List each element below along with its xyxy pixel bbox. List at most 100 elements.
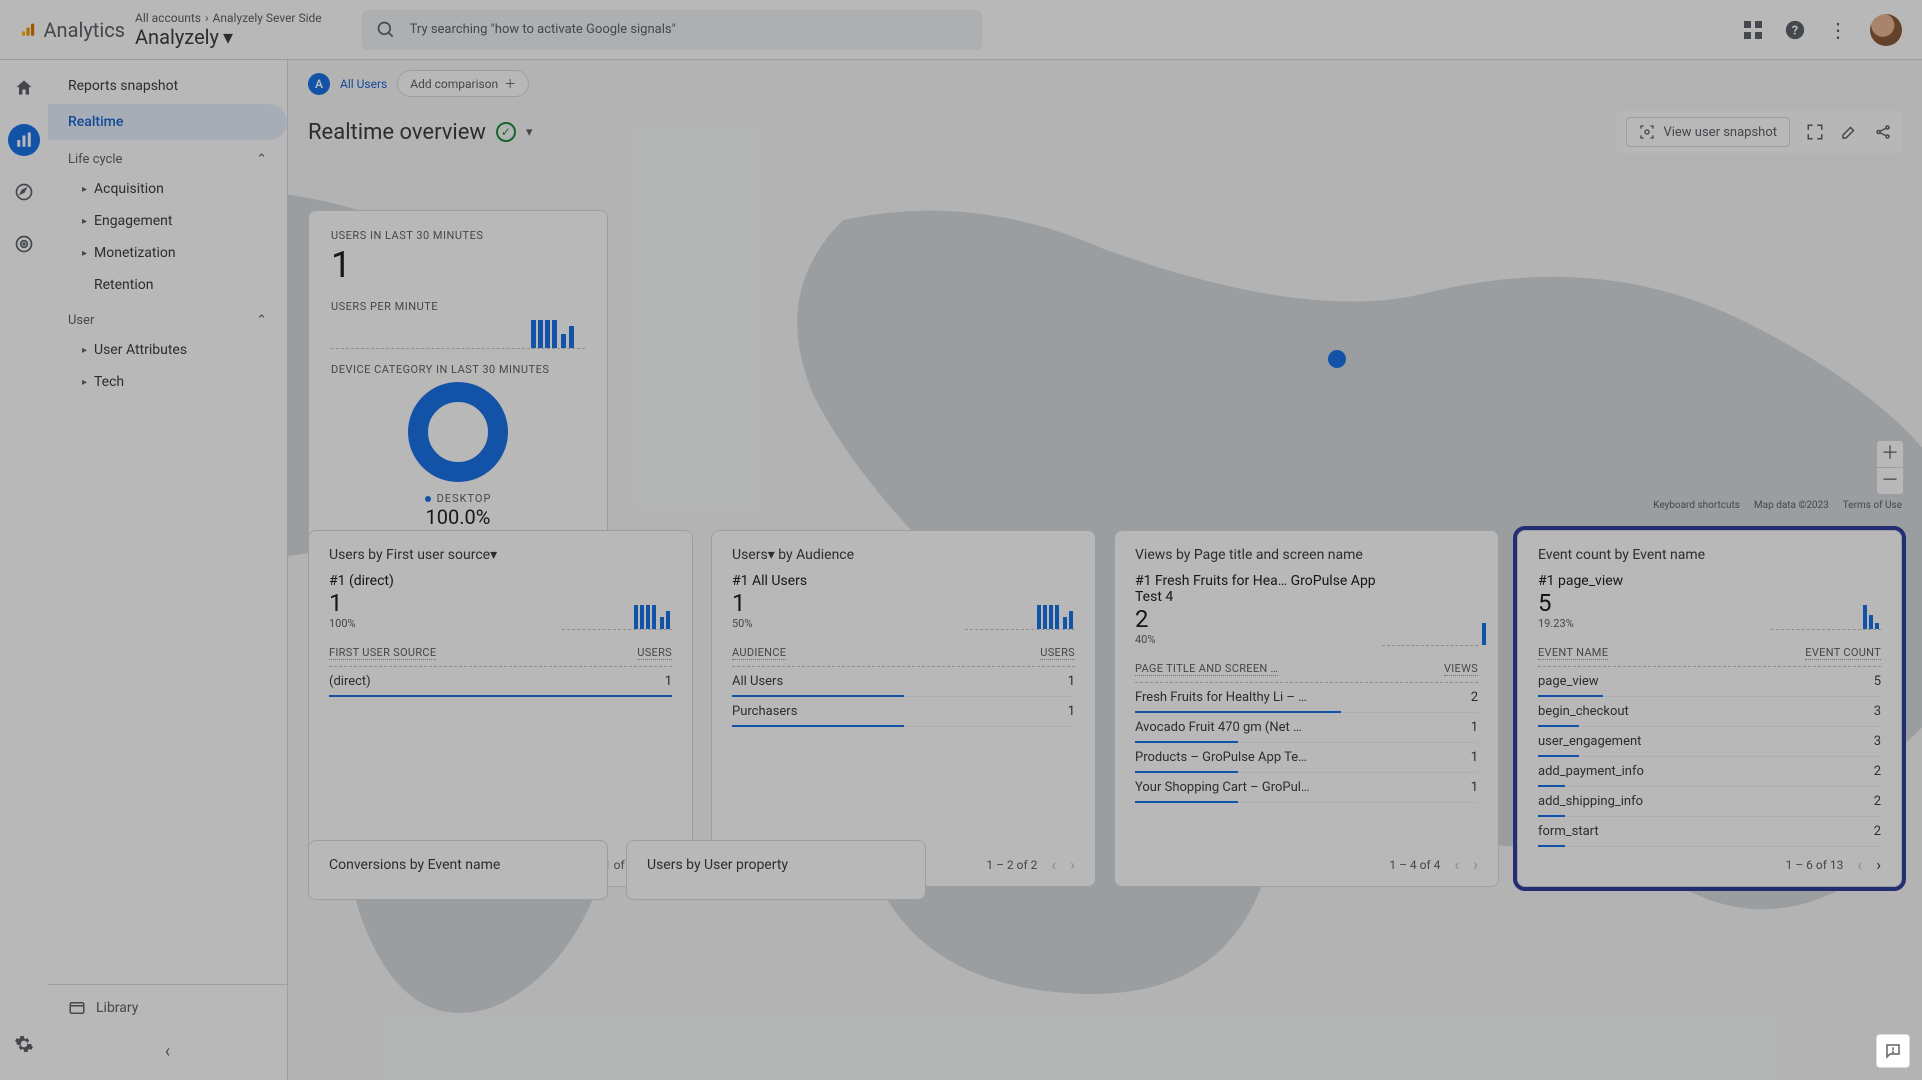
- app-header: Analytics All accounts › Analyzely Sever…: [0, 0, 1922, 60]
- sidebar-user-attributes[interactable]: ▸User Attributes: [48, 334, 287, 366]
- table-row[interactable]: form_start2: [1538, 817, 1881, 847]
- pager-prev[interactable]: ‹: [1454, 855, 1459, 874]
- audience-chip[interactable]: All Users: [340, 77, 387, 91]
- table-col2: USERS: [637, 646, 672, 660]
- rail-home[interactable]: [8, 72, 40, 104]
- card-title: Users▾ by Audience: [732, 547, 1075, 563]
- card-title: Conversions by Event name: [329, 857, 587, 873]
- map-terms[interactable]: Terms of Use: [1843, 500, 1902, 511]
- fullscreen-icon[interactable]: [1806, 123, 1824, 141]
- account-picker[interactable]: All accounts › Analyzely Sever Side Anal…: [135, 11, 322, 49]
- sidebar-section-user[interactable]: User⌃: [48, 301, 287, 334]
- table-row[interactable]: add_payment_info2: [1538, 757, 1881, 787]
- sidebar-section-life-cycle[interactable]: Life cycle⌃: [48, 140, 287, 173]
- table-row[interactable]: add_shipping_info2: [1538, 787, 1881, 817]
- map-zoom[interactable]: ＋－: [1876, 440, 1904, 495]
- pager-next[interactable]: ›: [1473, 855, 1478, 874]
- metric-card-2[interactable]: Views by Page title and screen name #1 F…: [1114, 530, 1499, 887]
- sidebar-tech[interactable]: ▸Tech: [48, 366, 287, 398]
- plus-icon: ＋: [504, 75, 516, 92]
- feedback-button[interactable]: [1876, 1034, 1910, 1068]
- metric-card2-1[interactable]: Users by User property: [626, 840, 926, 900]
- left-rail: [0, 60, 48, 1080]
- table-row[interactable]: user_engagement3: [1538, 727, 1881, 757]
- breadcrumb-accounts: All accounts: [135, 11, 201, 25]
- search-input[interactable]: Try searching "how to activate Google si…: [362, 10, 982, 50]
- rail-explore[interactable]: [8, 176, 40, 208]
- map-attribution: Map data ©2023: [1754, 500, 1829, 511]
- sidebar-realtime[interactable]: Realtime: [48, 104, 287, 140]
- chevron-right-icon: ›: [205, 11, 209, 25]
- user-avatar[interactable]: [1870, 14, 1902, 46]
- rail-admin[interactable]: [8, 1028, 40, 1060]
- card-title: Users by First user source▾: [329, 547, 672, 563]
- sidebar-retention[interactable]: Retention: [48, 269, 287, 301]
- metric-card-0[interactable]: Users by First user source▾ #1 (direct) …: [308, 530, 693, 887]
- card-percent: 50%: [732, 617, 807, 630]
- card-value: 2: [1135, 605, 1382, 633]
- add-comparison-button[interactable]: Add comparison ＋: [397, 70, 529, 97]
- breadcrumb-property: Analyzely Sever Side: [213, 11, 322, 25]
- comparison-bar: A All Users Add comparison ＋: [288, 60, 1922, 107]
- card-percent: 19.23%: [1538, 617, 1623, 630]
- feedback-icon: [1884, 1042, 1902, 1060]
- reports-sidebar: Reports snapshot Realtime Life cycle⌃ ▸A…: [48, 60, 288, 1080]
- pager-next[interactable]: ›: [1070, 855, 1075, 874]
- pager-text: 1 – 4 of 4: [1389, 858, 1440, 872]
- pager-prev[interactable]: ‹: [1051, 855, 1056, 874]
- sidebar-library[interactable]: Library: [48, 984, 287, 1031]
- caret-right-icon: ▸: [82, 248, 88, 259]
- table-row[interactable]: All Users1: [732, 667, 1075, 697]
- table-row[interactable]: Fresh Fruits for Healthy Li – …2: [1135, 683, 1478, 713]
- card-sparkline: [1382, 616, 1478, 646]
- card-title: Views by Page title and screen name: [1135, 547, 1478, 563]
- rail-advertising[interactable]: [8, 228, 40, 260]
- title-bar: Realtime overview ✓ ▾ View user snapshot: [288, 107, 1922, 167]
- caret-right-icon: ▸: [82, 345, 88, 356]
- table-row[interactable]: page_view5: [1538, 667, 1881, 697]
- apps-icon[interactable]: [1744, 21, 1762, 39]
- metric-card2-0[interactable]: Conversions by Event name: [308, 840, 608, 900]
- users-per-minute-spark: [331, 319, 585, 349]
- sidebar-reports-snapshot[interactable]: Reports snapshot: [48, 68, 287, 104]
- view-user-snapshot-button[interactable]: View user snapshot: [1626, 117, 1790, 147]
- help-icon[interactable]: ?: [1784, 19, 1806, 41]
- table-row[interactable]: begin_checkout3: [1538, 697, 1881, 727]
- map-shortcuts[interactable]: Keyboard shortcuts: [1653, 500, 1740, 511]
- pager-next[interactable]: ›: [1876, 855, 1881, 874]
- pager-prev[interactable]: ‹: [1857, 855, 1862, 874]
- metric-card-3[interactable]: Event count by Event name #1 page_view 5…: [1517, 530, 1902, 887]
- share-icon[interactable]: [1874, 123, 1892, 141]
- card-title: Users by User property: [647, 857, 905, 873]
- analytics-logo-icon: [20, 17, 36, 43]
- product-name: Analytics: [44, 18, 126, 42]
- device-category-label: DEVICE CATEGORY IN LAST 30 MINUTES: [331, 363, 585, 376]
- svg-text:?: ?: [1792, 23, 1798, 38]
- table-row[interactable]: Products – GroPulse App Te…1: [1135, 743, 1478, 773]
- breadcrumb-main: Analyzely: [135, 25, 219, 49]
- sidebar-monetization[interactable]: ▸Monetization: [48, 237, 287, 269]
- card-percent: 100%: [329, 617, 394, 630]
- metric-card-1[interactable]: Users▾ by Audience #1 All Users 1 50% AU…: [711, 530, 1096, 887]
- rail-reports[interactable]: [8, 124, 40, 156]
- sidebar-collapse[interactable]: ‹: [48, 1031, 287, 1072]
- edit-icon[interactable]: [1840, 123, 1858, 141]
- table-row[interactable]: Purchasers1: [732, 697, 1075, 727]
- card-value: 5: [1538, 589, 1623, 617]
- sidebar-engagement[interactable]: ▸Engagement: [48, 205, 287, 237]
- card-rank: #1 All Users: [732, 573, 807, 589]
- pager: 1 – 6 of 13 ‹ ›: [1538, 847, 1881, 874]
- table-row[interactable]: Avocado Fruit 470 gm (Net …1: [1135, 713, 1478, 743]
- caret-right-icon: ▸: [82, 216, 88, 227]
- donut-percent: 100.0%: [426, 505, 491, 529]
- more-icon[interactable]: ⋮: [1828, 18, 1848, 42]
- caret-down-icon[interactable]: ▾: [526, 125, 533, 140]
- status-check-icon[interactable]: ✓: [496, 122, 516, 142]
- table-row[interactable]: Your Shopping Cart – GroPul…1: [1135, 773, 1478, 803]
- search-icon: [376, 20, 396, 40]
- logo[interactable]: Analytics: [20, 17, 125, 43]
- sidebar-acquisition[interactable]: ▸Acquisition: [48, 173, 287, 205]
- users-per-minute-label: USERS PER MINUTE: [331, 300, 585, 313]
- caret-down-icon: ▾: [223, 25, 233, 49]
- table-row[interactable]: (direct)1: [329, 667, 672, 697]
